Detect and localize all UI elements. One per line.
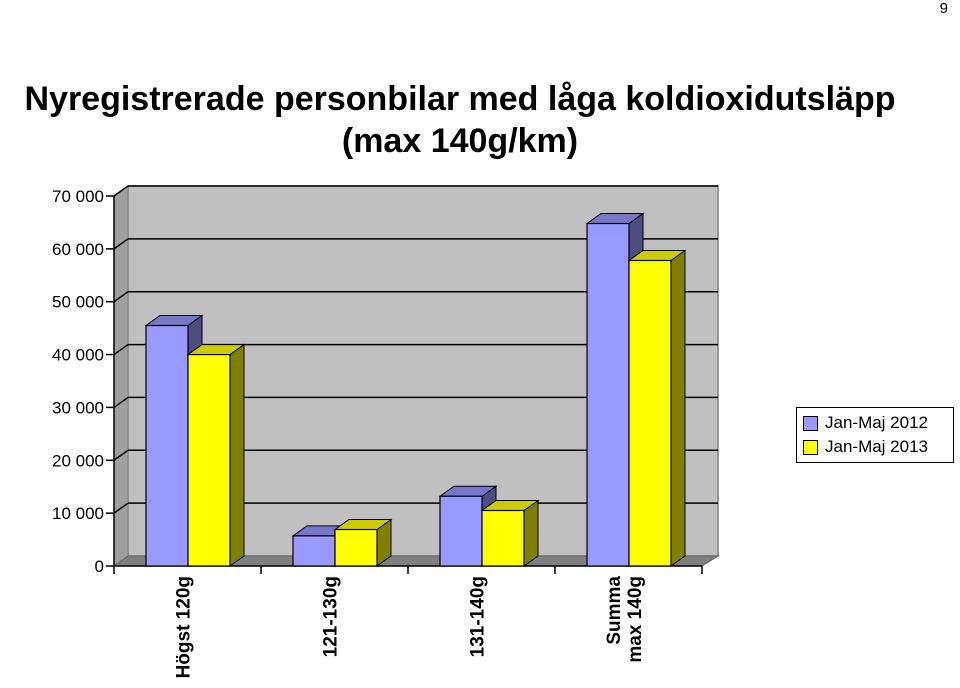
gridline-depth — [113, 291, 129, 303]
legend-label-2013: Jan-Maj 2013 — [825, 437, 929, 456]
gridline-depth — [113, 185, 129, 197]
x-category-label-3: max 140g — [625, 576, 646, 663]
y-tick-label: 70 000 — [52, 187, 104, 206]
bar-0-1 — [187, 353, 231, 567]
legend-swatch-2012 — [803, 415, 818, 431]
legend-item-2012: Jan-Maj 2012 — [803, 411, 953, 435]
chart-title-line-1: Nyregistrerade personbilar med låga kold… — [24, 80, 896, 118]
bar-1-0 — [292, 535, 336, 567]
page-number: 9 — [939, 0, 948, 17]
chart-title-line-2: (max 140g/km) — [341, 122, 579, 160]
bar-0-0 — [145, 324, 189, 567]
x-category-label-1: 121-130g — [321, 576, 342, 657]
x-category-label-3: Summa — [604, 576, 625, 645]
gridline-depth — [113, 396, 129, 409]
bar-2-1 — [481, 509, 525, 567]
bar-side-2-1 — [523, 499, 539, 567]
bar-1-1 — [334, 528, 378, 567]
legend: Jan-Maj 2012 Jan-Maj 2013 — [796, 407, 954, 463]
gridline-depth — [113, 343, 129, 356]
gridline-depth — [113, 449, 129, 461]
x-category-label-2: 131-140g — [468, 576, 489, 657]
bars — [144, 212, 687, 567]
chart-title: Nyregistrerade personbilar med låga kold… — [0, 78, 920, 162]
x-category-label-0: Högst 120g — [174, 576, 195, 678]
y-tick-label: 60 000 — [52, 240, 104, 259]
gridline-depth — [113, 502, 129, 514]
legend-swatch-2013 — [803, 439, 818, 455]
legend-label-2012: Jan-Maj 2012 — [825, 413, 929, 432]
bar-3-1 — [628, 259, 672, 567]
y-tick-label: 50 000 — [52, 293, 104, 312]
legend-item-2013: Jan-Maj 2013 — [803, 435, 953, 459]
gridline-depth — [113, 238, 129, 250]
y-tick-label: 0 — [95, 557, 104, 576]
y-tick-label: 40 000 — [52, 346, 104, 365]
y-tick-label: 20 000 — [52, 451, 104, 470]
bar-3-0 — [586, 222, 630, 567]
bar-side-3-1 — [670, 249, 686, 567]
y-tick-label: 30 000 — [52, 398, 104, 417]
y-tick-label: 10 000 — [52, 504, 104, 523]
axis-labels: 0 10 000 20 000 30 000 40 000 50 000 60 000 70 … — [52, 187, 646, 678]
chart-wall — [112, 185, 720, 567]
bar-2-0 — [439, 495, 483, 567]
bar-side-0-1 — [229, 343, 245, 567]
